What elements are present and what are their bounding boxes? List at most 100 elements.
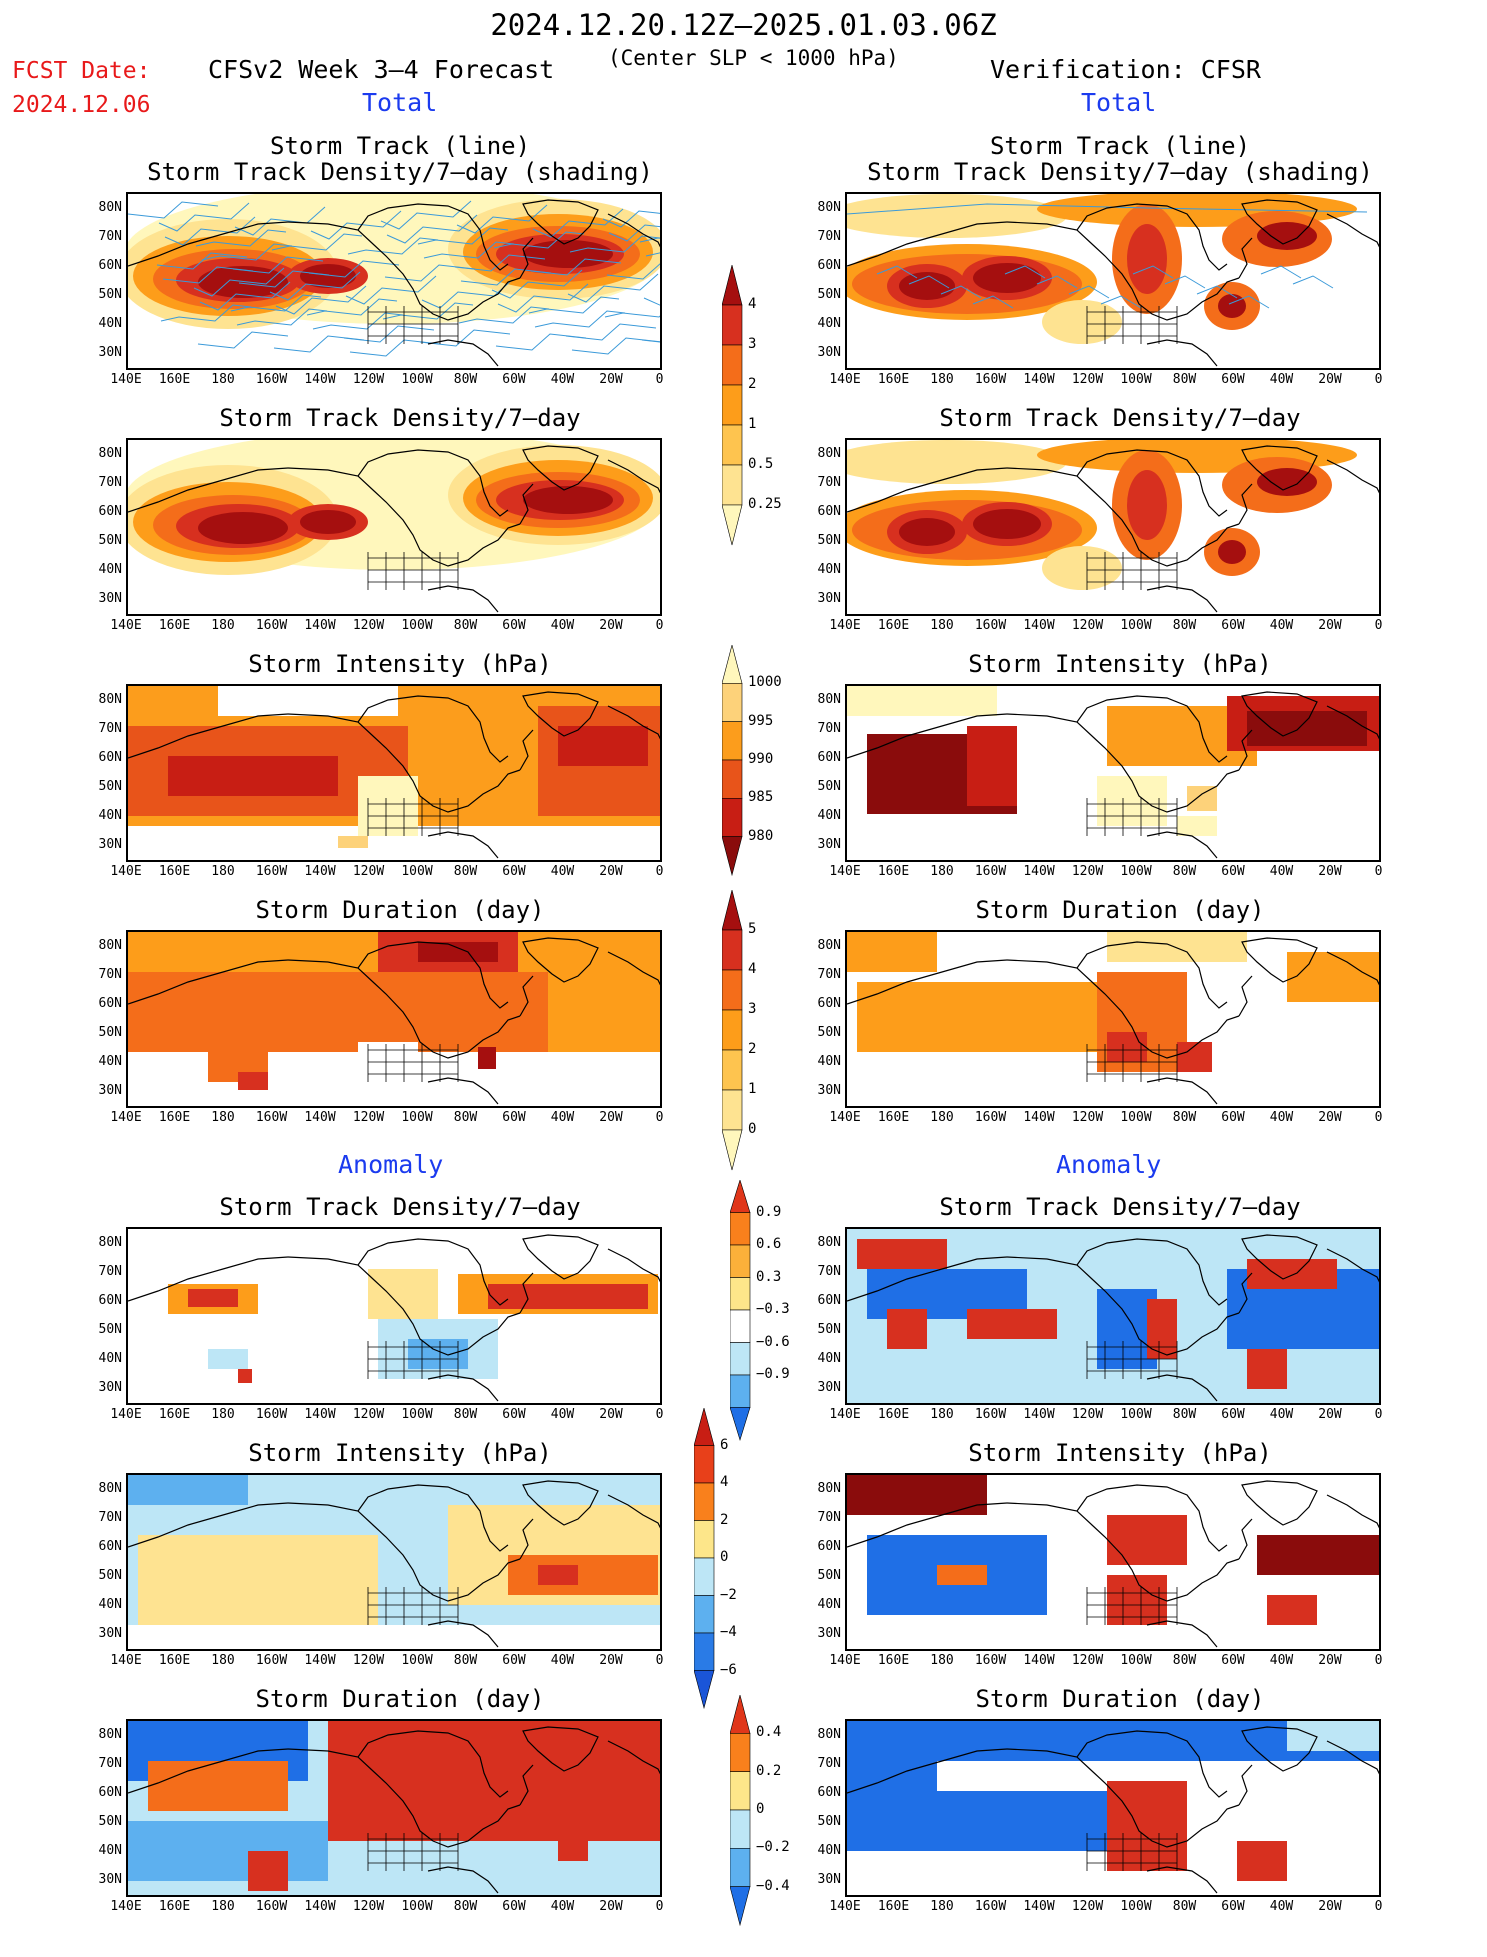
latitude-tick-label: 60N [98, 504, 122, 519]
criterion-subtitle: (Center SLP < 1000 hPa) [608, 46, 899, 70]
longitude-tick-label: 140W [1023, 1899, 1055, 1914]
longitude-tick-label: 180 [930, 1407, 954, 1422]
colorbar-tick-label: 2 [720, 1511, 729, 1528]
colorbar-swatch [721, 424, 743, 466]
panel-title-track-shading-left: Storm Track Density/7–day (shading) [147, 158, 653, 186]
longitude-tick-label: 20W [599, 1110, 623, 1125]
shaded-region [1257, 468, 1317, 496]
longitude-tick-label: 140E [829, 1110, 861, 1125]
longitude-tick-label: 140W [304, 618, 336, 633]
colorbar-swatch [721, 384, 743, 426]
longitude-tick-label: 180 [930, 1653, 954, 1668]
longitude-tick-label: 100W [1120, 1407, 1152, 1422]
longitude-tick-label: 40W [550, 1110, 575, 1125]
shaded-cell-block [508, 1555, 658, 1595]
shaded-cell-block [1247, 1259, 1337, 1289]
longitude-tick-label: 160E [877, 1110, 910, 1125]
shaded-cell-block [847, 932, 937, 972]
longitude-tick-label: 60W [1221, 1110, 1245, 1125]
longitude-tick-label: 80W [453, 864, 478, 879]
colorbar-tick-label: 0.2 [756, 1762, 782, 1779]
longitude-tick-label: 120W [1071, 864, 1104, 879]
colorbar-tick-label: 0.9 [756, 1203, 782, 1220]
latitude-tick-label: 40N [98, 1351, 122, 1366]
colorbar-swatch [693, 1406, 715, 1446]
longitude-tick-label: 160W [974, 618, 1007, 633]
longitude-tick-label: 180 [211, 372, 235, 387]
panel-title-density-left: Storm Track Density/7–day [219, 404, 581, 432]
longitude-tick-label: 20W [1318, 1407, 1342, 1422]
map-panel-verification-duration-anomaly [845, 1719, 1381, 1897]
longitude-tick-label: 180 [211, 1653, 235, 1668]
latitude-tick-label: 30N [817, 1380, 841, 1395]
latitude-tick-label: 80N [817, 938, 841, 953]
colorbar-tick-label: 0 [748, 1121, 757, 1137]
map-panel-verification-intensity [845, 684, 1381, 862]
shaded-cell-block [1267, 1595, 1317, 1625]
longitude-tick-label: 180 [930, 864, 954, 879]
longitude-tick-label: 120W [1071, 372, 1104, 387]
longitude-tick-label: 0 [655, 1899, 664, 1914]
longitude-tick-label: 140W [1023, 1110, 1055, 1125]
longitude-tick-label: 120W [352, 1653, 385, 1668]
latitude-tick-label: 80N [98, 446, 122, 461]
longitude-tick-label: 60W [502, 864, 526, 879]
colorbar-swatch [721, 1049, 743, 1091]
longitude-tick-label: 100W [1120, 1110, 1152, 1125]
colorbar-tick-label: −0.6 [756, 1333, 790, 1350]
shaded-region [1257, 222, 1317, 250]
shaded-region [899, 518, 955, 546]
longitude-tick-label: 140W [1023, 1407, 1055, 1422]
longitude-tick-label: 140W [304, 1407, 336, 1422]
colorbar-tick-label: 0 [720, 1549, 729, 1565]
shaded-region [198, 512, 288, 544]
colorbar-tick-label: −6 [720, 1661, 737, 1678]
colorbar-density-anomaly: 0.9 0.6 0.3 −0.3 −0.6 −0.9 [729, 1178, 790, 1472]
latitude-tick-label: 80N [98, 200, 122, 215]
shaded-region [1218, 540, 1246, 564]
colorbar-swatch [721, 683, 743, 722]
storm-track-lines [128, 200, 660, 357]
colorbar-duration-anomaly: 0.4 0.2 0 −0.2 −0.4 [729, 1693, 790, 1957]
latitude-tick-label: 60N [98, 996, 122, 1011]
longitude-tick-label: 160E [158, 618, 191, 633]
map-panel-forecast-duration-anomaly [126, 1719, 662, 1897]
map-panel-forecast-intensity-anomaly [126, 1473, 662, 1651]
longitude-tick-label: 40W [550, 1407, 575, 1422]
colorbar-intensity-anomaly: 6 4 2 0 −2 −4 −6 [693, 1406, 737, 1740]
longitude-tick-label: 0 [1374, 1407, 1383, 1422]
colorbar-tick-label: −0.9 [756, 1366, 790, 1382]
shaded-cell-block [208, 1349, 248, 1369]
longitude-tick-label: 140E [110, 372, 142, 387]
latitude-tick-label: 30N [98, 345, 122, 360]
total-label-left: Total [362, 88, 438, 117]
latitude-tick-label: 80N [817, 446, 841, 461]
longitude-tick-label: 100W [401, 1110, 433, 1125]
coastline [847, 199, 1379, 367]
longitude-tick-label: 120W [352, 618, 385, 633]
longitude-tick-label: 160W [255, 1407, 288, 1422]
longitude-tick-label: 60W [502, 372, 526, 387]
colorbar-swatch [693, 1520, 715, 1559]
latitude-tick-label: 40N [817, 1843, 841, 1858]
shaded-cell-block [248, 1851, 288, 1891]
colorbar-tick-label: 0.6 [756, 1236, 782, 1252]
coastline [128, 1726, 660, 1894]
latitude-tick-label: 40N [98, 1843, 122, 1858]
longitude-tick-label: 60W [1221, 1653, 1245, 1668]
shaded-cell-block [847, 1761, 937, 1791]
coastline [128, 937, 660, 1105]
longitude-tick-label: 140W [304, 864, 336, 879]
shaded-cell-block [1107, 932, 1247, 962]
shaded-cell-block [857, 1239, 947, 1269]
longitude-tick-label: 160E [877, 372, 910, 387]
latitude-tick-label: 80N [98, 1481, 122, 1496]
colorbar-tick-label: −0.3 [756, 1301, 790, 1317]
latitude-tick-label: 60N [817, 504, 841, 519]
longitude-tick-label: 0 [655, 1653, 664, 1668]
latitude-tick-label: 30N [817, 1626, 841, 1641]
shaded-cell-block [1147, 1299, 1177, 1359]
longitude-tick-label: 60W [1221, 1407, 1245, 1422]
longitude-tick-label: 100W [401, 1653, 433, 1668]
longitude-tick-label: 160W [255, 864, 288, 879]
